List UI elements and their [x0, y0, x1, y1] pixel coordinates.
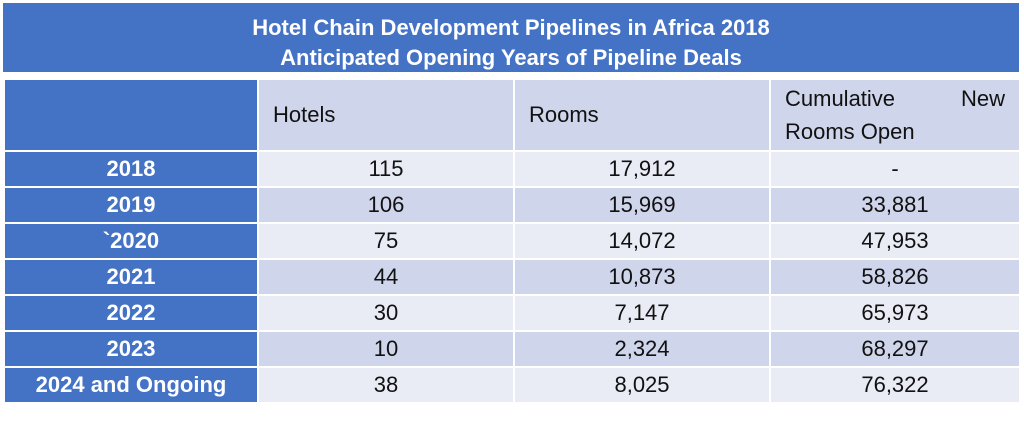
row-rooms: 15,969 [513, 186, 771, 224]
row-hotels: 38 [257, 366, 515, 404]
row-rooms: 17,912 [513, 150, 771, 188]
row-year: 2022 [3, 294, 259, 332]
table-row: `2020 75 14,072 47,953 [3, 222, 1021, 260]
header-cumulative-word1: Cumulative [785, 86, 896, 111]
row-hotels: 10 [257, 330, 515, 368]
table-row: 2018 115 17,912 - [3, 150, 1021, 188]
header-cumulative-word2: New [960, 86, 1005, 111]
row-rooms: 14,072 [513, 222, 771, 260]
table-row: 2023 10 2,324 68,297 [3, 330, 1021, 368]
row-hotels: 115 [257, 150, 515, 188]
row-year: `2020 [3, 222, 259, 260]
row-cumulative: 76,322 [769, 366, 1021, 404]
row-cumulative: 65,973 [769, 294, 1021, 332]
row-rooms: 10,873 [513, 258, 771, 296]
row-year: 2023 [3, 330, 259, 368]
table-row: 2024 and Ongoing 38 8,025 76,322 [3, 366, 1021, 404]
header-cumulative-line2: Rooms Open [785, 119, 915, 144]
row-rooms: 8,025 [513, 366, 771, 404]
row-cumulative: 68,297 [769, 330, 1021, 368]
table-row: 2021 44 10,873 58,826 [3, 258, 1021, 296]
row-hotels: 106 [257, 186, 515, 224]
table-row: 2019 106 15,969 33,881 [3, 186, 1021, 224]
header-rooms: Rooms [513, 78, 771, 152]
row-hotels: 44 [257, 258, 515, 296]
table-row: 2022 30 7,147 65,973 [3, 294, 1021, 332]
row-year: 2019 [3, 186, 259, 224]
header-corner-cell [3, 78, 259, 152]
row-year: 2024 and Ongoing [3, 366, 259, 404]
title-line-2: Anticipated Opening Years of Pipeline De… [280, 45, 742, 70]
row-rooms: 2,324 [513, 330, 771, 368]
header-hotels: Hotels [257, 78, 515, 152]
row-cumulative: 47,953 [769, 222, 1021, 260]
row-year: 2021 [3, 258, 259, 296]
row-cumulative: - [769, 150, 1021, 188]
pipeline-table: Hotels Rooms Cumulative New Rooms Open 2… [3, 78, 1021, 404]
header-cumulative: Cumulative New Rooms Open [769, 78, 1021, 152]
pipeline-table-container: Hotel Chain Development Pipelines in Afr… [3, 3, 1021, 404]
header-row: Hotels Rooms Cumulative New Rooms Open [3, 78, 1021, 152]
row-cumulative: 33,881 [769, 186, 1021, 224]
row-hotels: 75 [257, 222, 515, 260]
row-hotels: 30 [257, 294, 515, 332]
row-year: 2018 [3, 150, 259, 188]
row-rooms: 7,147 [513, 294, 771, 332]
title-line-1: Hotel Chain Development Pipelines in Afr… [252, 15, 770, 40]
table-title: Hotel Chain Development Pipelines in Afr… [3, 3, 1019, 78]
row-cumulative: 58,826 [769, 258, 1021, 296]
